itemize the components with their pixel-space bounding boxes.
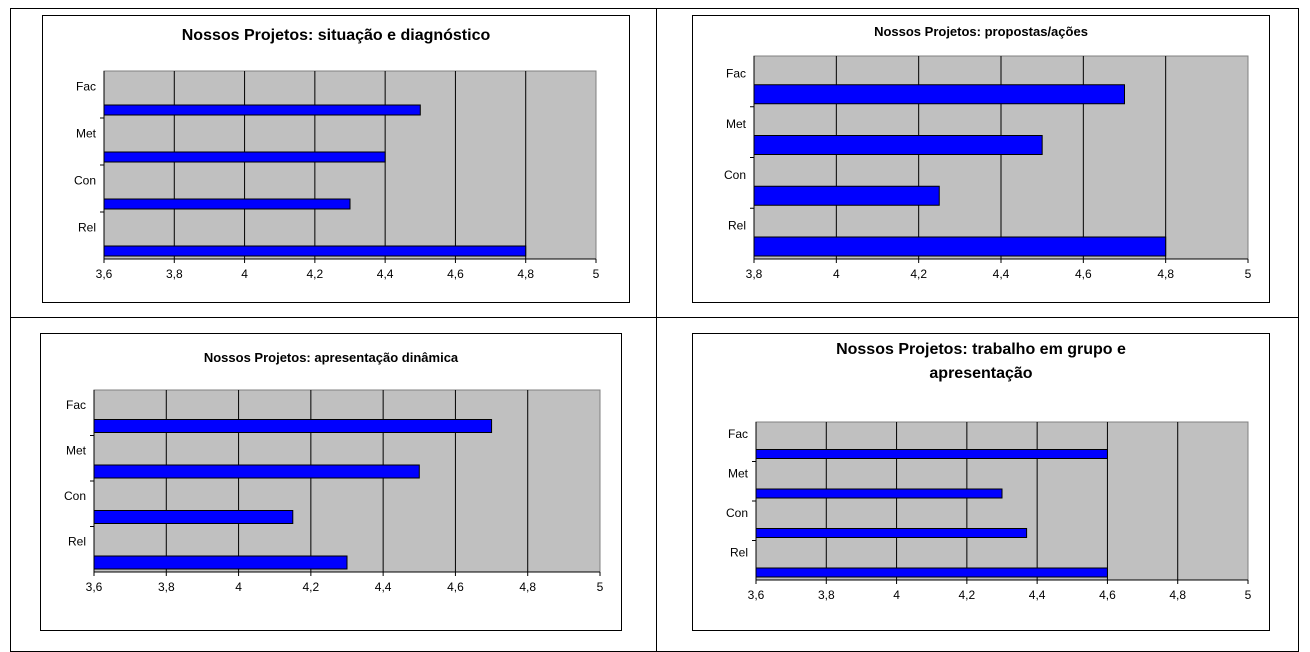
x-tick-label: 4,4 bbox=[375, 580, 392, 594]
y-tick-label: Met bbox=[66, 443, 87, 457]
bar-met bbox=[753, 135, 1043, 155]
x-tick-label: 4,8 bbox=[517, 267, 534, 281]
bar-rel bbox=[755, 567, 1108, 578]
y-tick-label: Met bbox=[726, 117, 747, 131]
plot-area bbox=[103, 70, 597, 260]
y-tick-label: Fac bbox=[76, 80, 96, 94]
chart-trabalho-grupo: Nossos Projetos: trabalho em grupo e apr… bbox=[692, 333, 1270, 631]
x-tick-label: 3,8 bbox=[166, 267, 183, 281]
x-tick-label: 5 bbox=[593, 267, 600, 281]
x-tick-label: 3,8 bbox=[818, 588, 835, 602]
x-tick-label: 4,4 bbox=[377, 267, 394, 281]
x-tick-label: 4,2 bbox=[910, 267, 927, 281]
x-tick-label: 4,2 bbox=[959, 588, 976, 602]
x-tick-label: 4,2 bbox=[303, 580, 320, 594]
bar-fac bbox=[753, 84, 1125, 105]
x-tick-label: 4,6 bbox=[1099, 588, 1116, 602]
plot-area bbox=[755, 421, 1249, 581]
x-tick-label: 4,8 bbox=[1157, 267, 1174, 281]
bar-rel bbox=[753, 236, 1167, 257]
chart-title: Nossos Projetos: propostas/ações bbox=[874, 24, 1088, 39]
x-tick-label: 3,6 bbox=[748, 588, 765, 602]
bar-con bbox=[93, 510, 294, 524]
chart-title: Nossos Projetos: situação e diagnóstico bbox=[181, 27, 491, 44]
bar-fac bbox=[93, 419, 493, 433]
bar-met bbox=[755, 488, 1003, 499]
chart-title: Nossos Projetos: apresentação dinâmica bbox=[203, 350, 459, 365]
bar-rel bbox=[103, 245, 527, 257]
y-tick-label: Rel bbox=[78, 221, 96, 235]
x-tick-label: 3,6 bbox=[96, 267, 113, 281]
bar-met bbox=[103, 151, 386, 163]
chart-plot: 3,8 4 4,2 4,4 4,6 4,8 5 Fac Met Con Rel bbox=[724, 55, 1252, 281]
bar-rel bbox=[93, 555, 348, 570]
y-tick-label: Rel bbox=[730, 545, 748, 559]
x-tick-label: 4,8 bbox=[519, 580, 536, 594]
chart-propostas-acoes: Nossos Projetos: propostas/ações 3,8 4 4,2… bbox=[692, 15, 1270, 303]
x-tick-label: 5 bbox=[597, 580, 604, 594]
x-tick-label: 4,4 bbox=[1029, 588, 1046, 602]
y-tick-label: Met bbox=[76, 127, 97, 141]
y-tick-label: Met bbox=[728, 466, 749, 480]
table-divider-vertical bbox=[656, 8, 657, 652]
chart-plot: 3,6 3,8 4 4,2 4,4 4,6 4,8 5 Fac Met Con Rel bbox=[64, 389, 604, 594]
bar-con bbox=[103, 198, 351, 210]
chart-plot: 3,6 3,8 4 4,2 4,4 4,6 4,8 5 Fac Met Con Rel bbox=[726, 421, 1252, 602]
x-tick-label: 5 bbox=[1245, 588, 1252, 602]
y-tick-label: Con bbox=[726, 506, 748, 520]
y-tick-label: Fac bbox=[728, 427, 748, 441]
x-tick-label: 4 bbox=[833, 267, 840, 281]
plot-area bbox=[93, 389, 601, 573]
bar-met bbox=[93, 464, 420, 479]
x-tick-label: 5 bbox=[1245, 267, 1252, 281]
x-tick-label: 3,8 bbox=[746, 267, 763, 281]
y-tick-label: Con bbox=[64, 489, 86, 503]
y-tick-label: Rel bbox=[728, 219, 746, 233]
y-tick-label: Rel bbox=[68, 534, 86, 548]
y-tick-label: Con bbox=[724, 168, 746, 182]
bar-con bbox=[753, 185, 940, 206]
bar-con bbox=[755, 528, 1028, 538]
x-tick-label: 4,6 bbox=[1075, 267, 1092, 281]
chart-apresentacao-dinamica: Nossos Projetos: apresentação dinâmica 3… bbox=[40, 333, 622, 631]
chart-situacao-diagnostico: Nossos Projetos: situação e diagnóstico … bbox=[42, 15, 630, 303]
x-tick-label: 3,6 bbox=[86, 580, 103, 594]
y-tick-label: Fac bbox=[726, 66, 746, 80]
chart-title: Nossos Projetos: trabalho em grupo e apr… bbox=[836, 341, 1126, 382]
x-tick-label: 4,6 bbox=[447, 580, 464, 594]
x-tick-label: 4,6 bbox=[447, 267, 464, 281]
table-divider-horizontal bbox=[10, 317, 1299, 318]
bar-fac bbox=[755, 449, 1108, 459]
bar-fac bbox=[103, 104, 421, 116]
y-tick-label: Con bbox=[74, 174, 96, 188]
x-tick-label: 4 bbox=[241, 267, 248, 281]
x-tick-label: 4 bbox=[893, 588, 900, 602]
x-tick-label: 4,8 bbox=[1169, 588, 1186, 602]
chart-plot: 3,6 3,8 4 4,2 4,4 4,6 4,8 5 Fac Met Con Rel bbox=[74, 70, 600, 281]
x-tick-label: 3,8 bbox=[158, 580, 175, 594]
x-tick-label: 4,2 bbox=[307, 267, 324, 281]
y-tick-label: Fac bbox=[66, 398, 86, 412]
x-tick-label: 4,4 bbox=[993, 267, 1010, 281]
x-tick-label: 4 bbox=[235, 580, 242, 594]
